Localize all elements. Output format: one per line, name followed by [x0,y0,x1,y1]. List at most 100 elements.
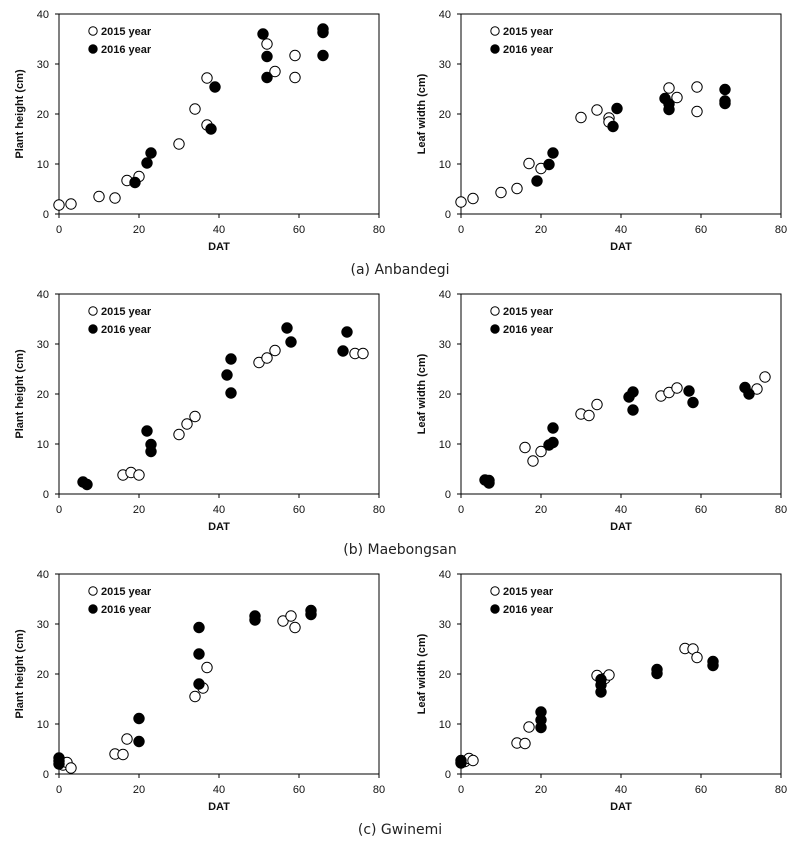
chart-2-width-legend-open-label: 2015 year [503,306,554,318]
chart-1-height-point-2016 [261,50,273,63]
chart-2-height-point-2016 [141,425,153,437]
chart-2-width-ytick-label: 0 [445,489,451,501]
chart-3-height-point-2015 [121,733,133,745]
chart-2-width-point-2015 [751,383,763,395]
chart-2-width-point-2015 [759,371,771,383]
chart-2-height-xlabel: DAT [208,521,230,533]
chart-3-height-point-2016 [53,758,65,770]
chart-2-height-xtick-label: 40 [213,504,225,516]
chart-1-height-point-2015 [65,198,77,210]
chart-1-height-point-2016 [145,147,157,159]
chart-1-height-point-2016 [209,81,221,93]
chart-2-width-point-2016 [627,386,639,398]
chart-2-width-point-2015 [527,455,539,467]
chart-1-height-point-2015 [189,103,201,115]
chart-2-width-point-2016 [627,404,639,416]
chart-3-height-point-2015 [189,690,201,703]
chart-2-width-point-2015 [591,398,603,411]
chart-3-height-legend-open-marker [88,586,98,596]
chart-1-height: 0 10 20 30 40 0 20 40 60 80 DAT Plant height (cm) 20… [14,9,385,253]
chart-3-height-point-2015 [201,661,213,674]
chart-1-height-legend-filled-label: 2016 year [101,44,152,56]
chart-1-width-point-2015 [455,196,467,208]
chart-1-width-point-2015 [575,111,587,124]
chart-1-width-legend-filled-marker [490,44,500,54]
chart-1-width-xtick-label: 0 [458,224,464,236]
chart-1-height-point-2016 [257,28,269,40]
chart-1-height-ylabel: Plant height (cm) [14,69,26,159]
chart-2-height-point-2016 [285,336,297,348]
chart-2-width-legend-filled-marker [490,324,500,334]
chart-1-height-ytick-label: 30 [37,59,49,71]
chart-2-height-ytick-label: 40 [37,289,49,301]
chart-2-height-point-2016 [225,387,237,399]
chart-1-height-point-2015 [261,38,273,50]
chart-2-width-point-2015 [535,445,547,458]
chart-3-width-ytick-label: 0 [445,769,451,781]
chart-2-width-ytick-label: 10 [439,439,451,451]
chart-1-width-xlabel: DAT [610,241,632,253]
chart-2-height-point-2016 [341,326,353,338]
chart-1-width-point-2015 [663,82,675,94]
chart-2-height-point-2015 [133,469,145,481]
chart-3-height-point-2016 [133,712,145,725]
chart-2-width-point-2015 [519,441,531,454]
chart-3-height-point-2015 [289,621,301,634]
chart-1-width-point-2016 [611,102,623,115]
chart-1-height-xlabel: DAT [208,241,230,253]
chart-3-width-ylabel: Leaf width (cm) [416,633,428,714]
chart-1-width-legend-filled-label: 2016 year [503,44,554,56]
chart-2-height-point-2016 [225,353,237,365]
chart-1-width-ytick-label: 10 [439,159,451,171]
chart-2-height-point-2016 [145,445,157,458]
chart-2-width-point-2016 [547,436,559,449]
chart-2-height-point-2016 [281,322,293,334]
chart-3-width-point-2016 [595,686,607,698]
chart-1-height-point-2015 [289,71,301,84]
chart-2-height-legend-filled-marker [88,324,98,334]
chart-3-height-legend-filled-label: 2016 year [101,604,152,616]
chart-2-height-point-2015 [173,428,185,441]
chart-3-height-point-2016 [193,678,205,690]
chart-3-height-point-2016 [305,608,317,621]
chart-2-width-xtick-label: 60 [695,504,707,516]
chart-1-width-legend-open-marker [490,26,500,36]
chart-1-height-legend-open-marker [88,26,98,36]
chart-3-height-xtick-label: 80 [373,784,385,796]
chart-1-width-legend-open-label: 2015 year [503,26,554,38]
chart-3-width-xtick-label: 40 [615,784,627,796]
chart-2-width-legend-filled-label: 2016 year [503,324,554,336]
chart-2-height-ytick-label: 10 [37,439,49,451]
chart-1-height-point-2016 [317,49,329,62]
chart-1-height-xtick-label: 0 [56,224,62,236]
chart-2-width-xtick-label: 0 [458,504,464,516]
chart-1-height-point-2015 [289,49,301,62]
chart-2-height-point-2016 [81,478,93,491]
chart-1-width: 0 10 20 30 40 0 20 40 60 80 DAT Leaf width (cm) 2015… [416,9,787,253]
chart-3-width-point-2015 [519,737,531,750]
chart-2-width-point-2015 [583,409,595,422]
chart-3-width-ytick-label: 20 [439,669,451,681]
chart-3-width-point-2016 [707,659,719,672]
chart-3-width-ytick-label: 30 [439,619,451,631]
chart-2-width-ylabel: Leaf width (cm) [416,353,428,434]
chart-3-height-point-2016 [133,735,145,748]
chart-3-width-point-2016 [535,721,547,734]
chart-1-width-ylabel: Leaf width (cm) [416,73,428,154]
chart-2-width-xlabel: DAT [610,521,632,533]
chart-3-height-point-2015 [277,615,289,627]
chart-3-width-xtick-label: 80 [775,784,787,796]
chart-3-height-ytick-label: 20 [37,669,49,681]
chart-1-height-point-2015 [109,192,121,204]
chart-2-height-xtick-label: 80 [373,504,385,516]
chart-1-height-point-2016 [205,123,217,135]
chart-3-width-legend-filled-label: 2016 year [503,604,554,616]
chart-1-width-point-2016 [531,175,543,187]
chart-2-height-legend-open-label: 2015 year [101,306,152,318]
chart-1-height-ytick-label: 10 [37,159,49,171]
chart-2-width: 0 10 20 30 40 0 20 40 60 80 DAT Leaf width (cm) 2015… [416,289,787,533]
chart-2-width-legend-open-marker [490,306,500,316]
chart-1-height-point-2015 [269,65,281,78]
chart-1-height-xtick-label: 80 [373,224,385,236]
chart-2-width-point-2016 [683,385,695,397]
